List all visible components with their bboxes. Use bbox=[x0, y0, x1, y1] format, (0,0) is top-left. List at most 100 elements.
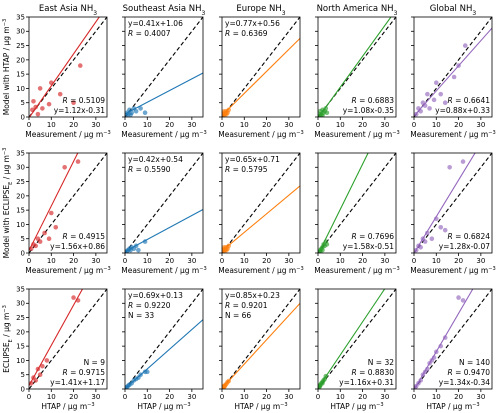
x-tick-label: 20 bbox=[358, 257, 367, 265]
x-tick-label: 10 bbox=[47, 121, 56, 129]
data-point bbox=[57, 91, 63, 97]
x-axis-label: HTAP / μg m−3 bbox=[426, 402, 479, 411]
scatter-panel: 0 10 20 30 y=0.42x+0.54R = 0.5590 bbox=[122, 152, 204, 265]
data-point bbox=[226, 378, 231, 384]
regression-line bbox=[29, 17, 100, 117]
panel-frame bbox=[28, 152, 108, 254]
stat-annotation: y=0.77x+0.56 bbox=[225, 19, 280, 28]
plot-area bbox=[125, 289, 203, 389]
x-tick-label: 10 bbox=[432, 121, 441, 129]
stat-annotation: y=0.88x+0.33 bbox=[435, 106, 490, 115]
data-point bbox=[425, 91, 430, 97]
x-tick-label: 30 bbox=[187, 393, 196, 401]
y-tick-label: 35 bbox=[16, 149, 25, 157]
scatter-panel: 0 10 20 30 y=0.77x+0.56R = 0.6369 bbox=[219, 16, 301, 129]
data-point bbox=[226, 243, 231, 249]
data-point bbox=[37, 239, 43, 244]
plot-area bbox=[29, 153, 107, 253]
data-point bbox=[71, 100, 76, 106]
plot-area bbox=[222, 289, 300, 389]
data-point bbox=[442, 227, 448, 233]
stat-annotation: R = 0.6641 bbox=[447, 96, 490, 105]
data-point bbox=[142, 110, 148, 116]
data-point bbox=[133, 243, 139, 249]
x-tick-label: 20 bbox=[69, 393, 78, 401]
stat-annotation: R = 0.6883 bbox=[351, 96, 394, 105]
plot-area bbox=[222, 153, 300, 253]
one-to-one-line bbox=[29, 289, 107, 389]
one-to-one-line bbox=[222, 289, 300, 389]
plot-area bbox=[29, 17, 107, 117]
stat-annotation: R = 0.8830 bbox=[351, 368, 394, 377]
y-tick-label: 15 bbox=[16, 71, 25, 79]
data-point bbox=[418, 108, 423, 114]
regression-line bbox=[125, 208, 203, 252]
stat-annotation: R = 0.6369 bbox=[225, 29, 268, 38]
x-tick-label: 30 bbox=[476, 121, 485, 129]
x-tick-label: 30 bbox=[284, 393, 293, 401]
column-title: North America NH3 bbox=[317, 4, 398, 17]
one-to-one-line bbox=[29, 153, 107, 253]
y-tick-label: 15 bbox=[16, 343, 25, 351]
y-axis-label: Model with ECLIPSEE / μg m−3 bbox=[2, 148, 14, 259]
x-tick-label: 20 bbox=[454, 393, 463, 401]
plot-area bbox=[414, 153, 492, 253]
data-point bbox=[48, 210, 54, 216]
x-tick-label: 10 bbox=[143, 393, 152, 401]
panel-frame bbox=[413, 152, 493, 254]
regression-line bbox=[414, 27, 492, 117]
data-point bbox=[462, 43, 468, 48]
scatter-panel: 0 10 20 30 0 5 10 15 20 25 30 35 R = 0.5109y=1.12x-0… bbox=[16, 13, 108, 129]
x-axis-label: Measurement / μg m−3 bbox=[218, 130, 304, 139]
stat-annotation: N = 33 bbox=[128, 311, 154, 320]
data-point bbox=[40, 363, 45, 369]
x-axis-label: HTAP / μg m−3 bbox=[330, 402, 383, 411]
plot-area bbox=[222, 17, 300, 117]
data-point bbox=[30, 107, 35, 113]
x-tick-label: 20 bbox=[165, 257, 174, 265]
data-point bbox=[48, 80, 54, 86]
column-title: East Asia NH3 bbox=[39, 4, 97, 17]
one-to-one-line bbox=[222, 17, 300, 117]
data-point bbox=[431, 355, 437, 360]
x-axis-label: Measurement / μg m−3 bbox=[314, 130, 400, 139]
data-point bbox=[433, 80, 439, 86]
data-point bbox=[136, 247, 141, 253]
y-tick-label: 15 bbox=[16, 207, 25, 215]
x-axis-label: Measurement / μg m−3 bbox=[410, 266, 496, 275]
stat-annotation: y=0.69x+0.13 bbox=[128, 291, 183, 300]
column-title: Global NH3 bbox=[430, 4, 477, 17]
panel-frame bbox=[221, 288, 301, 390]
stat-annotation: R = 0.9715 bbox=[62, 368, 105, 377]
stat-annotation: y=0.41x+1.06 bbox=[128, 19, 183, 28]
data-point bbox=[318, 108, 323, 114]
data-point bbox=[324, 110, 330, 116]
y-tick-label: 25 bbox=[16, 314, 25, 322]
x-tick-label: 20 bbox=[165, 121, 174, 129]
x-tick-label: 0 bbox=[27, 121, 31, 129]
x-tick-label: 0 bbox=[27, 257, 31, 265]
y-tick-label: 0 bbox=[21, 113, 25, 121]
regression-line bbox=[29, 289, 84, 386]
data-point bbox=[438, 343, 444, 349]
data-point bbox=[320, 113, 325, 117]
data-point bbox=[320, 247, 325, 253]
regression-line bbox=[318, 289, 386, 389]
y-axis-label: ECLIPSEE / μg m−3 bbox=[2, 305, 14, 373]
stat-annotation: R = 0.9470 bbox=[447, 368, 490, 377]
data-point bbox=[46, 101, 52, 107]
x-tick-label: 0 bbox=[316, 393, 320, 401]
data-point bbox=[422, 239, 428, 244]
data-point bbox=[35, 366, 41, 372]
data-point bbox=[442, 335, 448, 340]
plot-area bbox=[29, 289, 107, 389]
y-tick-label: 10 bbox=[16, 221, 25, 229]
stat-annotation: y=1.08x-0.35 bbox=[343, 106, 394, 115]
stat-annotation: y=1.16x+0.31 bbox=[339, 378, 394, 387]
x-tick-label: 30 bbox=[380, 121, 389, 129]
data-point bbox=[323, 106, 329, 111]
